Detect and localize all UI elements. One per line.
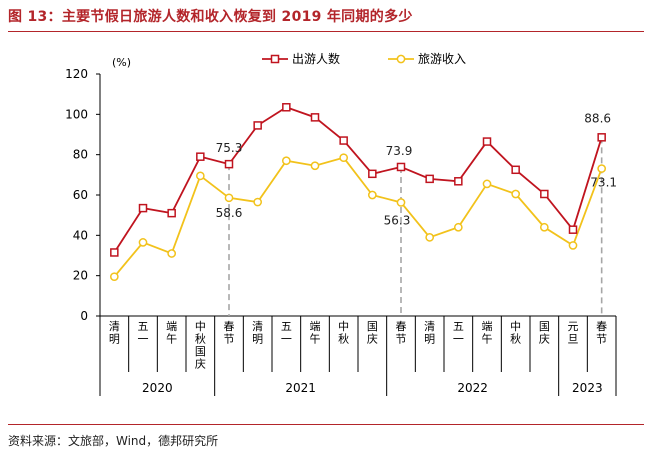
x-tick-label: 五一 bbox=[453, 320, 464, 346]
x-tick-label: 中秋国庆 bbox=[195, 320, 206, 371]
data-point bbox=[167, 249, 177, 258]
source-note: 资料来源：文旅部，Wind，德邦研究所 bbox=[8, 434, 219, 448]
y-tick-label: 40 bbox=[73, 228, 88, 242]
x-tick-label: 春节 bbox=[224, 320, 235, 346]
series-line-1 bbox=[113, 156, 603, 278]
data-point bbox=[310, 113, 320, 122]
data-point bbox=[568, 225, 578, 234]
legend-marker bbox=[270, 54, 280, 64]
data-point bbox=[597, 133, 606, 142]
y-tick-label: 100 bbox=[65, 107, 88, 121]
y-tick-label: 20 bbox=[73, 269, 88, 283]
x-tick-label: 清明 bbox=[252, 320, 263, 346]
figure-title: 图 13：主要节假日旅游人数和收入恢复到 2019 年同期的多少 bbox=[8, 9, 413, 25]
data-point bbox=[482, 137, 492, 146]
title-rule bbox=[8, 31, 644, 32]
data-point bbox=[224, 193, 234, 203]
data-point bbox=[511, 165, 520, 175]
data-point bbox=[253, 197, 263, 207]
annotation-guides bbox=[228, 137, 603, 316]
data-point bbox=[196, 152, 205, 161]
source-rule bbox=[8, 424, 644, 425]
data-point bbox=[281, 156, 291, 166]
series-line-0 bbox=[113, 106, 603, 253]
x-tick-label: 春节 bbox=[596, 320, 607, 346]
year-label: 2023 bbox=[572, 381, 603, 395]
data-point bbox=[367, 190, 377, 200]
data-point bbox=[368, 169, 377, 179]
x-tick-label: 端午 bbox=[166, 320, 177, 346]
chart-axes: 020406080100120(%)清明五一端午中秋国庆春节清明五一端午中秋国庆… bbox=[65, 56, 617, 396]
data-point bbox=[453, 222, 463, 232]
data-point bbox=[482, 179, 492, 189]
x-tick-label: 清明 bbox=[109, 320, 120, 346]
data-point bbox=[253, 121, 262, 130]
x-tick-label: 国庆 bbox=[539, 320, 550, 346]
data-point bbox=[396, 162, 406, 172]
x-tick-label: 清明 bbox=[424, 320, 435, 346]
y-axis-unit: (%) bbox=[112, 56, 131, 69]
x-tick-label: 五一 bbox=[281, 320, 292, 346]
data-label: 88.6 bbox=[584, 111, 611, 125]
x-tick-label: 五一 bbox=[138, 320, 149, 346]
series-lines bbox=[113, 106, 603, 278]
data-point bbox=[138, 203, 148, 213]
data-label: 73.9 bbox=[386, 144, 413, 158]
y-tick-label: 120 bbox=[65, 67, 88, 81]
data-label: 58.6 bbox=[216, 206, 243, 220]
legend-marker bbox=[396, 54, 406, 64]
x-tick-label: 中秋 bbox=[510, 320, 521, 346]
data-point bbox=[540, 189, 549, 199]
year-label: 2021 bbox=[285, 381, 316, 395]
data-point bbox=[310, 161, 320, 171]
x-tick-label: 春节 bbox=[396, 320, 407, 346]
y-tick-label: 0 bbox=[80, 309, 88, 323]
x-tick-label: 国庆 bbox=[367, 320, 378, 346]
data-label: 73.1 bbox=[590, 176, 617, 190]
data-point bbox=[138, 238, 148, 247]
data-point bbox=[167, 208, 176, 218]
legend-label: 出游人数 bbox=[292, 51, 340, 66]
series-points bbox=[109, 103, 607, 282]
data-point bbox=[597, 164, 607, 173]
data-label: 56.3 bbox=[384, 213, 411, 227]
data-point bbox=[425, 174, 434, 184]
data-point bbox=[109, 272, 119, 282]
x-tick-label: 元旦 bbox=[568, 320, 579, 346]
data-point bbox=[454, 177, 463, 186]
data-point bbox=[425, 233, 435, 242]
data-point bbox=[568, 241, 578, 250]
x-tick-label: 端午 bbox=[310, 320, 321, 346]
y-tick-label: 60 bbox=[73, 188, 88, 202]
y-tick-label: 80 bbox=[73, 148, 88, 162]
data-point bbox=[224, 159, 234, 169]
year-label: 2020 bbox=[142, 381, 173, 395]
data-point bbox=[195, 171, 205, 181]
legend: 出游人数 旅游收入 bbox=[262, 51, 466, 66]
data-point bbox=[110, 248, 119, 257]
x-tick-label: 端午 bbox=[482, 320, 493, 346]
legend-label: 旅游收入 bbox=[418, 52, 466, 66]
x-tick-label: 中秋 bbox=[338, 320, 349, 346]
data-label: 75.3 bbox=[216, 141, 243, 155]
data-labels: 75.3 58.6 73.9 56.3 88.6 73.1 bbox=[216, 111, 617, 227]
data-point bbox=[282, 103, 291, 112]
data-point bbox=[511, 189, 521, 199]
data-point bbox=[396, 198, 406, 207]
data-point bbox=[339, 136, 348, 145]
data-point bbox=[539, 222, 549, 232]
year-label: 2022 bbox=[457, 381, 488, 395]
data-point bbox=[339, 153, 349, 163]
